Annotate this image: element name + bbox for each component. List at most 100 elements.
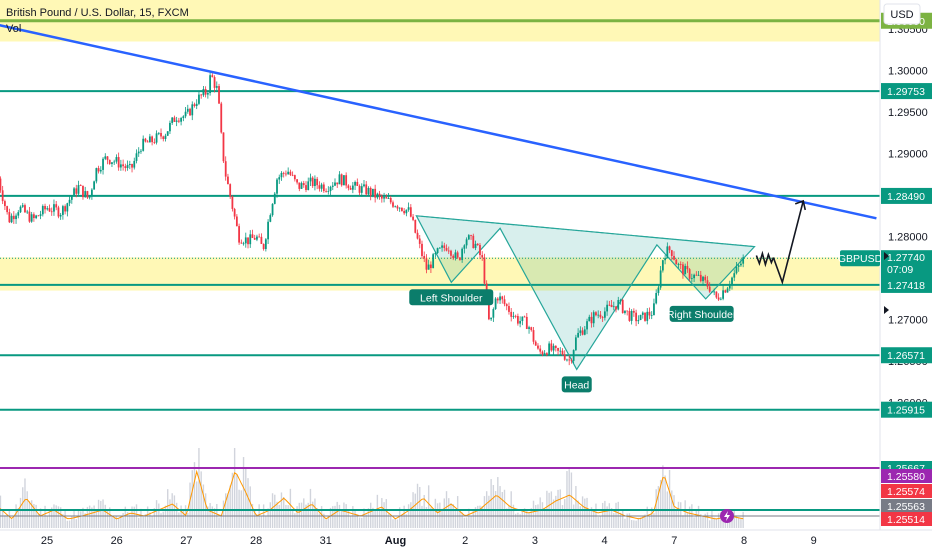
candle-body <box>655 293 658 304</box>
candle-body <box>278 177 281 180</box>
candle-body <box>434 252 437 255</box>
volume-level-label: 1.25574 <box>887 486 925 498</box>
right-shoulder-annotation[interactable]: Right Shoulder <box>667 305 737 322</box>
candle-body <box>639 314 642 321</box>
candle-body <box>412 216 414 220</box>
x-tick-label: 26 <box>111 535 123 547</box>
candle-body <box>661 260 664 271</box>
candle-body <box>198 94 200 104</box>
candle-body <box>256 236 258 240</box>
candle-body <box>338 174 341 185</box>
candle-body <box>423 256 426 259</box>
candle-body <box>244 237 247 244</box>
candle-body <box>430 264 432 269</box>
candle-body <box>463 245 466 249</box>
candle-body <box>414 219 417 233</box>
candle-body <box>579 330 582 333</box>
candle-body <box>465 239 468 246</box>
candle-body <box>336 182 339 185</box>
x-tick-label: 31 <box>320 535 332 547</box>
candle-body <box>240 242 243 244</box>
left-shoulder-annotation[interactable]: Left Shoulder <box>409 289 494 306</box>
candle-body <box>378 193 381 196</box>
chart-title: British Pound / U.S. Dollar, 15, FXCM <box>6 7 189 19</box>
volume-average-line <box>0 469 744 520</box>
candle-body <box>626 310 629 312</box>
x-tick-label: Aug <box>385 535 406 547</box>
projection-arrow-path <box>772 200 805 285</box>
candle-body <box>358 185 361 193</box>
candle-body <box>0 178 2 191</box>
pattern-neckline <box>416 215 755 248</box>
current-price-value: 1.27740 <box>887 252 925 264</box>
candle-body <box>343 175 345 186</box>
candle-body <box>695 274 698 276</box>
lightning-glyph <box>724 511 730 521</box>
candle-body <box>728 284 731 289</box>
candle-body <box>108 159 111 164</box>
candle-body <box>528 327 530 329</box>
candle-body <box>44 205 46 210</box>
volume-level-label: 1.25514 <box>887 514 925 526</box>
candle-body <box>10 215 13 223</box>
candle-body <box>193 104 196 106</box>
candle-body <box>474 243 477 249</box>
candle-body <box>1 190 4 202</box>
candle-body <box>673 255 675 260</box>
descending-trendline[interactable] <box>0 24 877 220</box>
candle-body <box>68 199 71 204</box>
candle-body <box>53 204 55 212</box>
candle-body <box>563 354 566 360</box>
candle-body <box>592 312 595 324</box>
level-label-bg <box>881 276 932 293</box>
candle-body <box>461 248 464 260</box>
candle-body <box>57 207 60 217</box>
candle-body <box>503 299 506 305</box>
candle-body <box>588 316 591 322</box>
candle-body <box>409 207 412 217</box>
candle-body <box>389 197 392 203</box>
candle-body <box>119 164 122 168</box>
current-price-bg <box>881 250 932 281</box>
y-level-labels: 1.306001.297531.284901.274181.265711.259… <box>881 12 932 526</box>
candle-body <box>470 235 472 236</box>
candle-body <box>693 274 695 279</box>
candle-body <box>586 321 588 330</box>
candle-body <box>213 77 216 88</box>
candle-body <box>702 276 704 282</box>
candle-body <box>137 151 140 154</box>
candle-body <box>583 329 586 335</box>
candle-body <box>367 187 370 195</box>
candle-body <box>35 215 38 219</box>
volume-level-label-bg <box>881 499 932 513</box>
scroll-right-icon[interactable] <box>884 252 889 260</box>
candle-body <box>612 306 615 308</box>
candle-body <box>452 255 455 258</box>
candle-body <box>64 206 67 212</box>
candle-body <box>115 157 118 162</box>
candle-body <box>679 264 682 265</box>
currency-button[interactable] <box>883 3 921 25</box>
candle-body <box>282 172 285 174</box>
candle-body <box>499 296 501 301</box>
candle-body <box>394 206 397 208</box>
candle-body <box>619 299 622 301</box>
candle-body <box>347 185 350 189</box>
candle-body <box>122 164 125 167</box>
head-annotation[interactable]: Head <box>561 376 592 393</box>
candle-body <box>704 276 707 281</box>
x-ticks[interactable]: 25 26 27 28 31 Aug 2 3 4 7 8 9 <box>41 535 817 547</box>
candle-body <box>191 104 194 116</box>
candle-body <box>200 94 203 96</box>
level-label-bg <box>881 401 932 418</box>
candle-body <box>365 184 368 195</box>
candle-body <box>438 247 441 249</box>
candle-body <box>334 182 336 186</box>
candle-body <box>26 211 29 213</box>
levels-layer <box>0 19 880 411</box>
candle-body <box>267 221 269 240</box>
candle-body <box>436 248 439 253</box>
candle-body <box>305 185 307 191</box>
candle-body <box>273 193 276 204</box>
